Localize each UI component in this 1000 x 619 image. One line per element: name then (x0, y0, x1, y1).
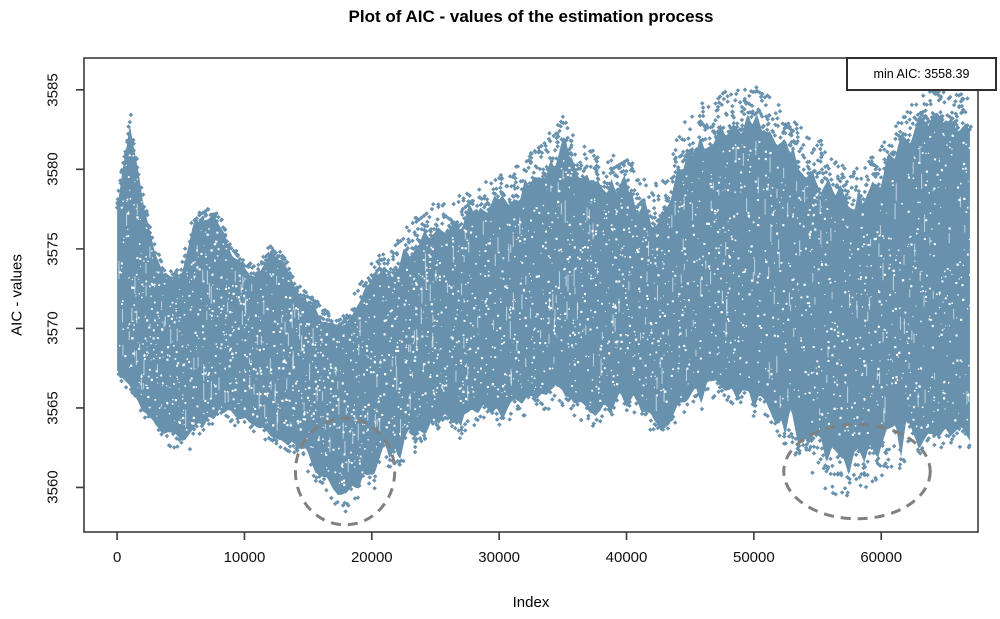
x-tick-label: 30000 (478, 549, 521, 566)
x-axis-label: Index (512, 594, 550, 611)
legend-box: min AIC: 3558.39 (846, 57, 997, 91)
x-tick-label: 10000 (223, 549, 266, 566)
x-tick-label: 40000 (605, 549, 648, 566)
y-tick-label: 3570 (44, 311, 62, 346)
y-tick-label: 3580 (44, 152, 62, 187)
y-tick-label: 3585 (44, 73, 62, 107)
y-tick-label: 3575 (44, 232, 62, 266)
y-tick-label: 3560 (44, 470, 62, 505)
x-tick-label: 20000 (350, 549, 393, 566)
legend-min-aic-label: min AIC: 3558.39 (873, 67, 970, 81)
x-tick-label: 50000 (733, 549, 775, 566)
x-tick-label: 60000 (860, 549, 903, 566)
x-tick-label: 0 (112, 549, 122, 566)
chart-title: Plot of AIC - values of the estimation p… (348, 7, 714, 26)
y-tick-label: 3565 (44, 391, 62, 425)
y-axis-label: AIC - values (8, 254, 26, 336)
